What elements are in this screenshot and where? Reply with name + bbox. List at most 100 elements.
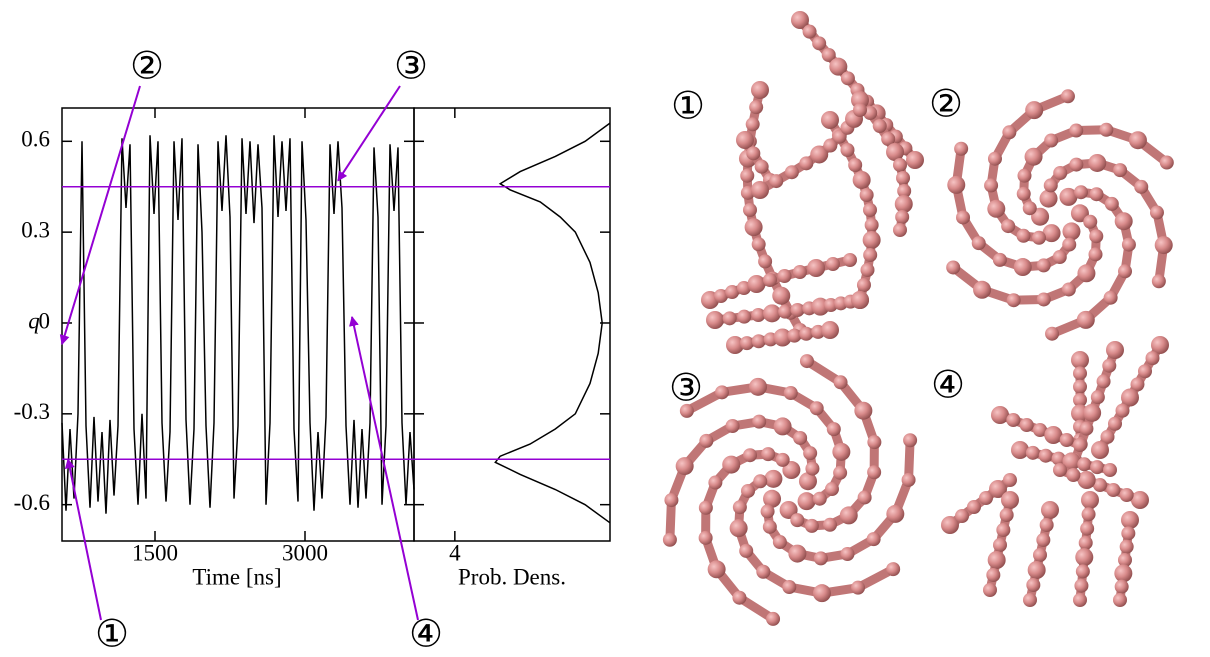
bead	[747, 275, 766, 293]
structure-label: ②	[929, 82, 963, 126]
bead	[751, 237, 766, 252]
bead	[804, 518, 819, 533]
bead	[751, 308, 766, 322]
bead	[867, 435, 882, 450]
bead	[1070, 204, 1089, 223]
bead	[863, 248, 878, 262]
bead	[1083, 403, 1102, 422]
bead	[1071, 351, 1089, 369]
bond	[951, 144, 1076, 272]
bead	[782, 461, 801, 480]
bead	[1006, 293, 1021, 308]
bead	[777, 269, 792, 283]
bead	[1113, 593, 1127, 607]
bead	[984, 178, 999, 193]
bead	[941, 516, 959, 534]
bead	[895, 210, 910, 224]
bead	[805, 461, 820, 476]
bead	[1089, 229, 1104, 244]
bead	[987, 151, 1002, 166]
bead	[810, 145, 829, 164]
bead	[1104, 196, 1119, 211]
data-line	[494, 122, 611, 524]
bead	[813, 551, 828, 566]
bead	[893, 158, 907, 172]
bead	[775, 452, 790, 467]
bead	[1066, 468, 1081, 482]
bead	[1099, 122, 1114, 137]
bead	[1013, 258, 1032, 277]
bead	[1114, 564, 1133, 583]
bead	[1149, 205, 1164, 220]
bead	[1118, 553, 1132, 567]
bead	[992, 252, 1007, 267]
bead	[751, 181, 769, 199]
bead	[707, 560, 726, 579]
bead	[772, 286, 791, 305]
bead	[1121, 388, 1139, 407]
bead	[790, 303, 805, 317]
bead	[1016, 186, 1031, 201]
bead	[1036, 533, 1051, 547]
bead	[1073, 593, 1087, 607]
bead	[732, 590, 747, 605]
bead	[675, 457, 694, 476]
bead	[749, 100, 764, 115]
annotation-arrow	[64, 458, 102, 621]
bead	[1069, 123, 1084, 138]
bead	[792, 265, 807, 279]
y-tick-label: 0	[39, 308, 51, 333]
bead	[843, 253, 857, 267]
bead	[760, 504, 775, 519]
bead	[1016, 228, 1031, 243]
bond	[1019, 125, 1172, 222]
bead	[758, 254, 773, 269]
bead	[1075, 548, 1094, 567]
annotation-label: ④	[409, 612, 443, 656]
bead	[1073, 379, 1087, 394]
bead	[754, 159, 769, 174]
bead	[784, 165, 799, 180]
bead	[1073, 393, 1087, 407]
bead	[967, 500, 981, 514]
bead	[1073, 438, 1087, 452]
bead	[1077, 457, 1092, 472]
bead	[1074, 578, 1089, 593]
bead	[1076, 310, 1095, 329]
bead	[751, 81, 769, 99]
bead	[726, 336, 744, 354]
bead	[856, 278, 871, 292]
bead	[1022, 201, 1037, 216]
bead	[732, 500, 747, 515]
bead	[1051, 451, 1066, 466]
bead	[989, 480, 1007, 498]
bead	[1077, 264, 1096, 283]
bead	[752, 414, 767, 429]
bead	[824, 482, 839, 497]
bead	[893, 223, 907, 237]
structures	[662, 11, 1174, 626]
bond	[948, 208, 1101, 305]
bead	[737, 309, 752, 324]
bead	[1108, 416, 1122, 431]
bead	[762, 304, 781, 323]
x-axis-label: Time [ns]	[192, 564, 281, 589]
bead	[1159, 155, 1174, 170]
bead	[1044, 426, 1063, 444]
bead	[722, 455, 741, 474]
bead	[1091, 441, 1109, 459]
bead	[706, 311, 724, 329]
bead	[946, 260, 961, 275]
bead	[881, 132, 896, 146]
bead	[973, 280, 992, 299]
bead	[1088, 247, 1103, 262]
bead	[1106, 341, 1124, 359]
bead	[1045, 326, 1060, 341]
bead	[993, 538, 1007, 552]
x-tick-label: 1500	[132, 540, 178, 565]
bond	[1044, 158, 1169, 286]
bead	[1151, 274, 1166, 289]
bead	[839, 506, 858, 525]
bead	[987, 551, 1006, 569]
